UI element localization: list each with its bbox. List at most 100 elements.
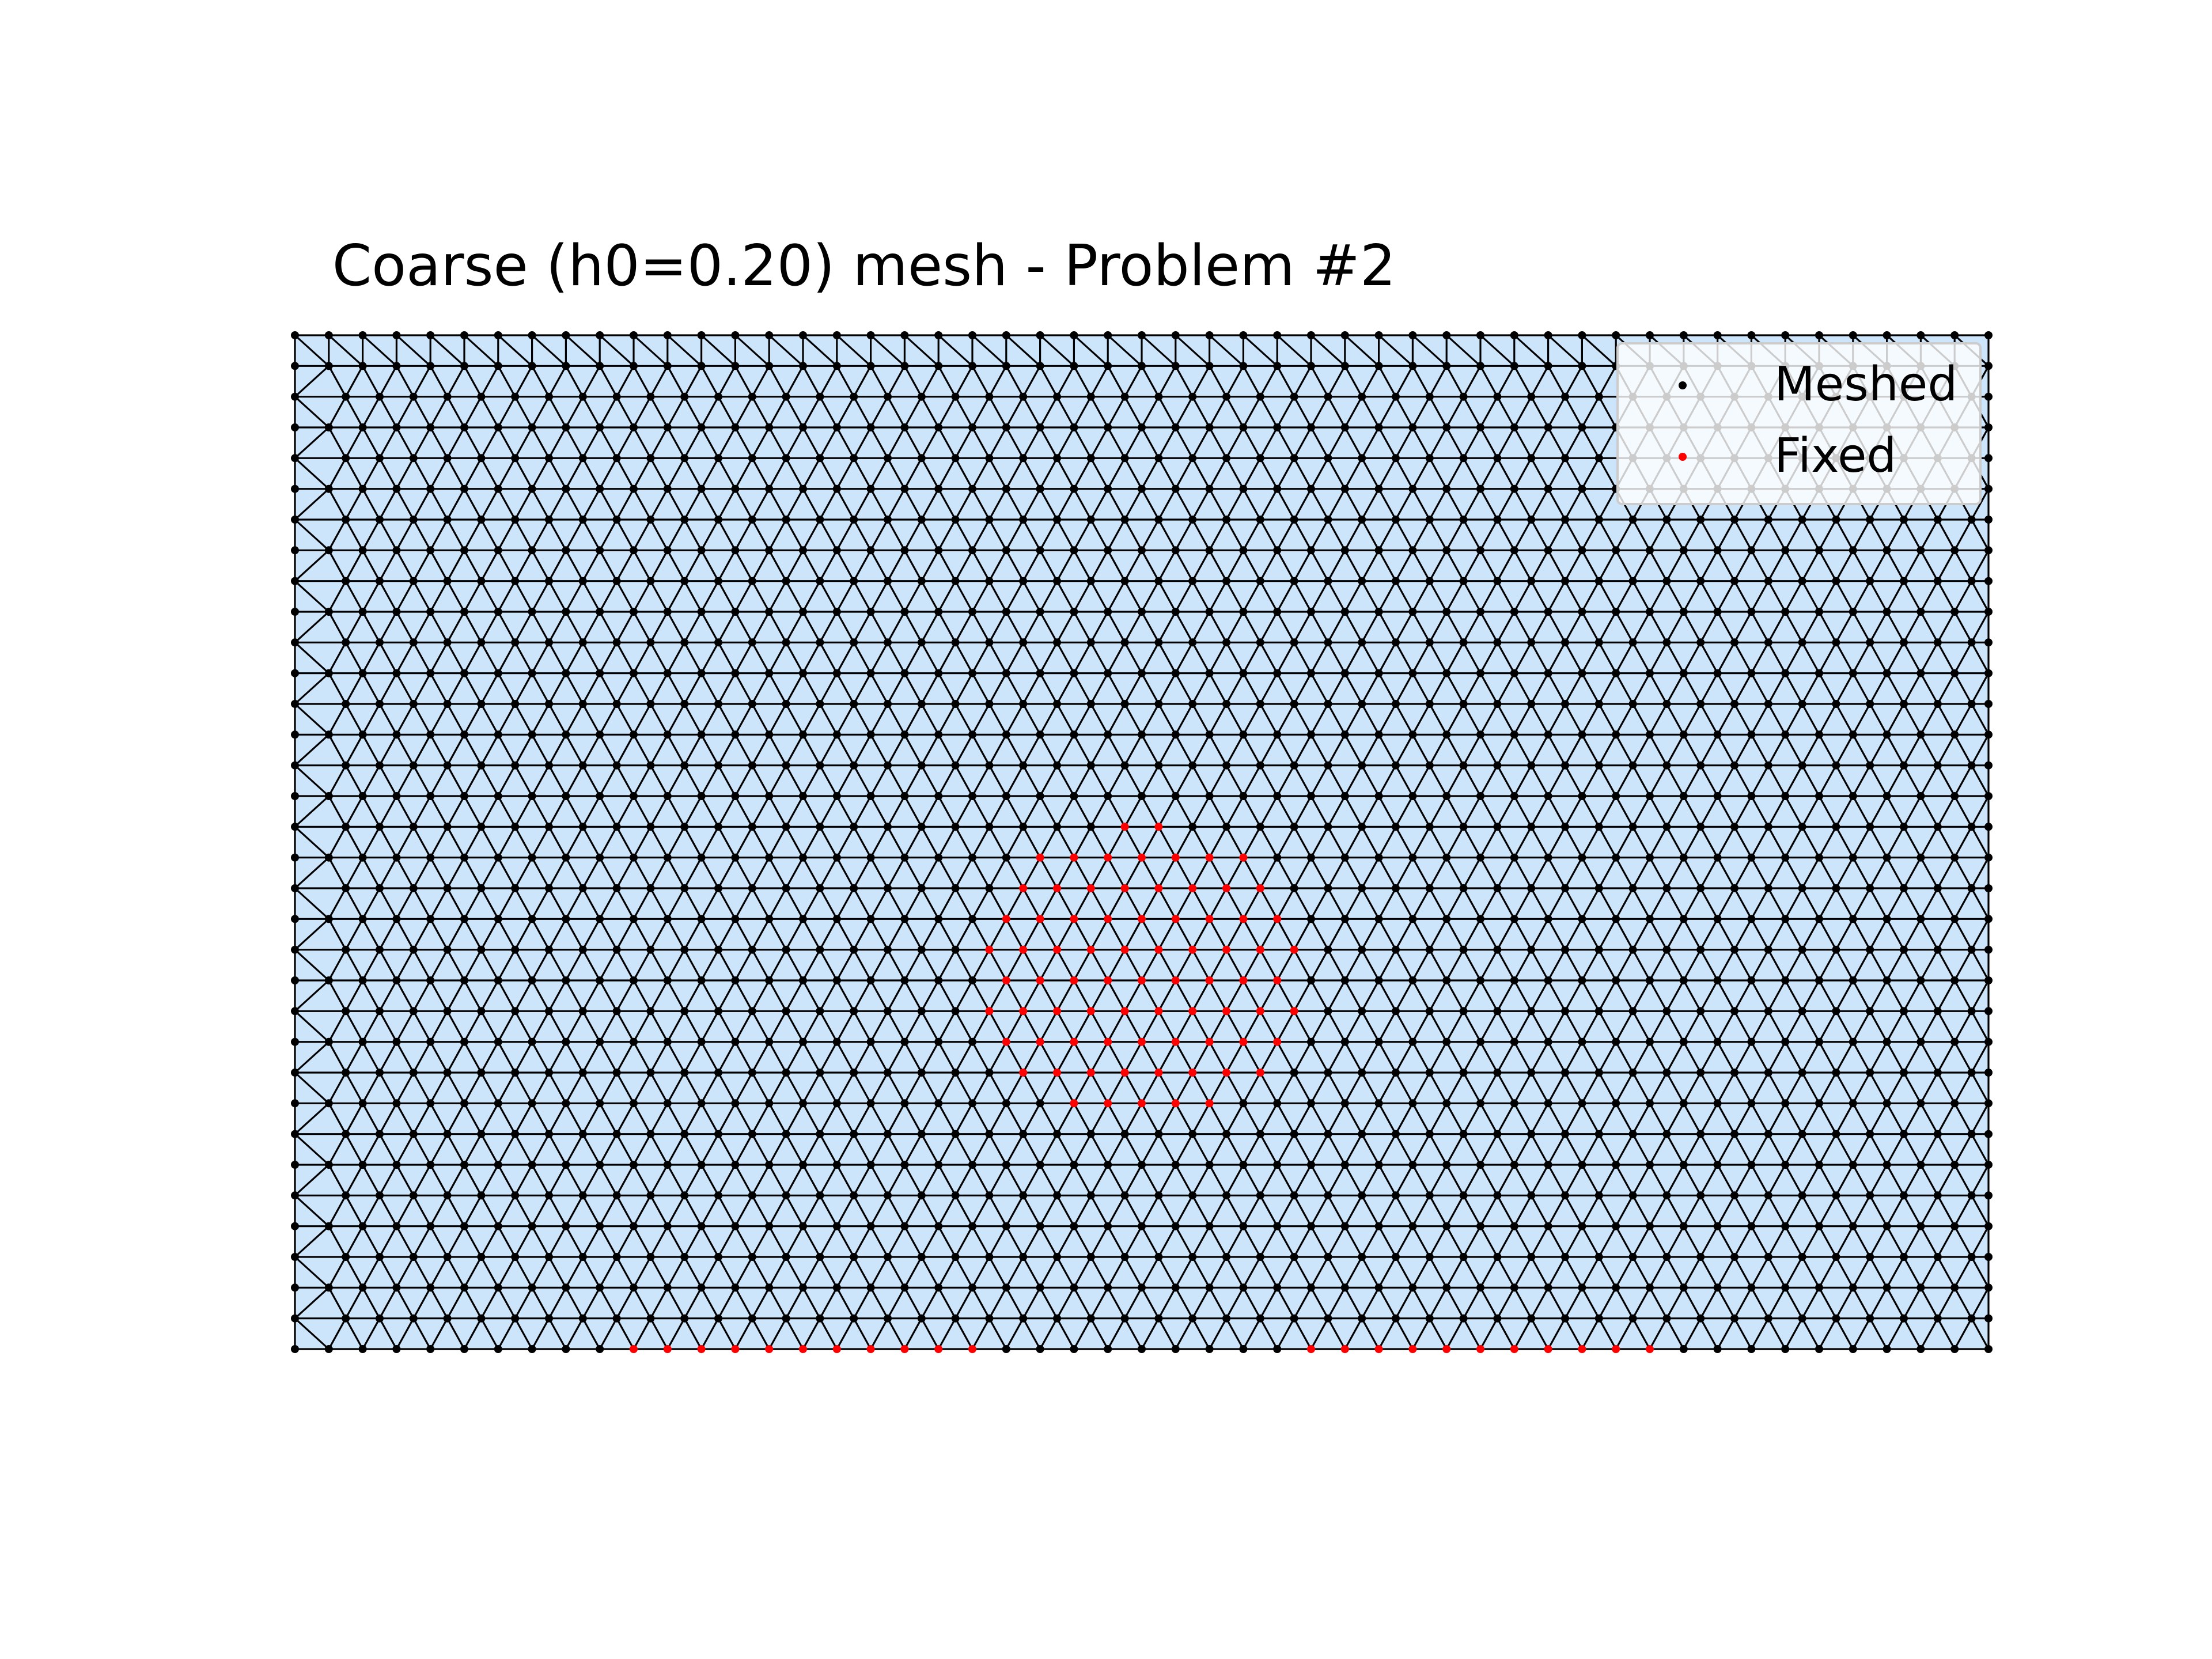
meshed-node [968, 915, 976, 923]
meshed-node [1713, 608, 1722, 616]
meshed-node [578, 638, 587, 647]
meshed-node [680, 454, 689, 463]
meshed-node [731, 331, 740, 339]
meshed-node [714, 1253, 722, 1261]
meshed-node [866, 976, 875, 984]
meshed-node [443, 1007, 452, 1016]
meshed-node [477, 761, 486, 770]
meshed-node [748, 945, 756, 954]
meshed-node [1273, 484, 1282, 493]
meshed-node [1290, 1069, 1298, 1077]
meshed-node [1713, 1283, 1722, 1292]
meshed-node [1510, 792, 1518, 800]
meshed-node [1849, 1222, 1857, 1230]
meshed-node [1798, 577, 1806, 585]
meshed-node [663, 546, 672, 555]
meshed-node [1476, 1222, 1484, 1230]
meshed-node [1578, 1161, 1586, 1169]
meshed-node [1374, 976, 1383, 984]
meshed-node [900, 423, 909, 431]
meshed-node [1019, 1130, 1028, 1138]
meshed-node [663, 423, 672, 431]
meshed-node [1781, 1037, 1790, 1046]
meshed-node [1442, 484, 1451, 493]
meshed-node [1527, 577, 1536, 585]
meshed-node [850, 577, 858, 585]
meshed-node [376, 761, 384, 770]
meshed-node [1679, 976, 1688, 984]
meshed-node [1713, 792, 1722, 800]
meshed-node [1290, 577, 1298, 585]
meshed-node [1307, 1283, 1315, 1292]
meshed-node [1307, 792, 1315, 800]
meshed-node [866, 362, 875, 370]
meshed-node [985, 823, 994, 831]
meshed-node [426, 730, 435, 739]
meshed-node [680, 1253, 689, 1261]
meshed-node [782, 454, 790, 463]
meshed-node [1442, 608, 1451, 616]
meshed-node [816, 1253, 824, 1261]
meshed-node [528, 915, 536, 923]
meshed-node [1070, 331, 1078, 339]
meshed-node [324, 546, 333, 555]
meshed-node [1967, 1069, 1976, 1077]
meshed-node [1950, 546, 1959, 555]
meshed-node [1933, 1314, 1942, 1323]
meshed-node [1561, 700, 1569, 708]
meshed-node [578, 1253, 587, 1261]
meshed-node [1984, 761, 1993, 770]
meshed-node [1510, 730, 1518, 739]
meshed-node [324, 1283, 333, 1292]
meshed-node [884, 884, 892, 892]
meshed-node [1849, 1345, 1857, 1353]
meshed-node [900, 730, 909, 739]
meshed-node [832, 546, 841, 555]
meshed-node [291, 392, 299, 401]
meshed-node [494, 423, 502, 431]
meshed-node [578, 1007, 587, 1016]
meshed-node [680, 516, 689, 524]
fixed-node [1070, 853, 1078, 862]
meshed-node [663, 853, 672, 862]
meshed-node [1781, 546, 1790, 555]
meshed-node [697, 1222, 706, 1230]
meshed-node [1916, 1099, 1925, 1108]
meshed-node [1679, 331, 1688, 339]
fixed-node [1154, 945, 1163, 954]
meshed-node [900, 1283, 909, 1292]
meshed-node [1459, 945, 1468, 954]
legend-marker-fixed [1679, 453, 1687, 461]
meshed-node [782, 1069, 790, 1077]
meshed-node [1205, 608, 1214, 616]
meshed-node [1340, 1283, 1349, 1292]
fixed-node [1171, 915, 1180, 923]
meshed-node [1662, 1314, 1671, 1323]
meshed-node [1340, 362, 1349, 370]
meshed-node [1476, 792, 1484, 800]
meshed-node [850, 761, 858, 770]
meshed-node [1239, 331, 1248, 339]
meshed-node [358, 362, 367, 370]
meshed-node [376, 392, 384, 401]
meshed-node [1442, 669, 1451, 677]
meshed-node [1256, 638, 1264, 647]
meshed-node [1612, 546, 1620, 555]
meshed-node [697, 976, 706, 984]
meshed-node [545, 1007, 553, 1016]
meshed-node [985, 884, 994, 892]
meshed-node [1222, 700, 1230, 708]
fixed-node [1120, 884, 1129, 892]
meshed-node [866, 484, 875, 493]
fixed-node [1002, 1037, 1010, 1046]
meshed-node [917, 1253, 926, 1261]
meshed-node [1459, 1191, 1468, 1200]
meshed-node [1815, 331, 1823, 339]
meshed-node [765, 484, 774, 493]
legend-entry-fixed: Fixed [1619, 427, 1979, 485]
meshed-node [1324, 638, 1332, 647]
meshed-node [1104, 1161, 1112, 1169]
meshed-node [1510, 546, 1518, 555]
meshed-node [1933, 1253, 1942, 1261]
meshed-node [1578, 669, 1586, 677]
